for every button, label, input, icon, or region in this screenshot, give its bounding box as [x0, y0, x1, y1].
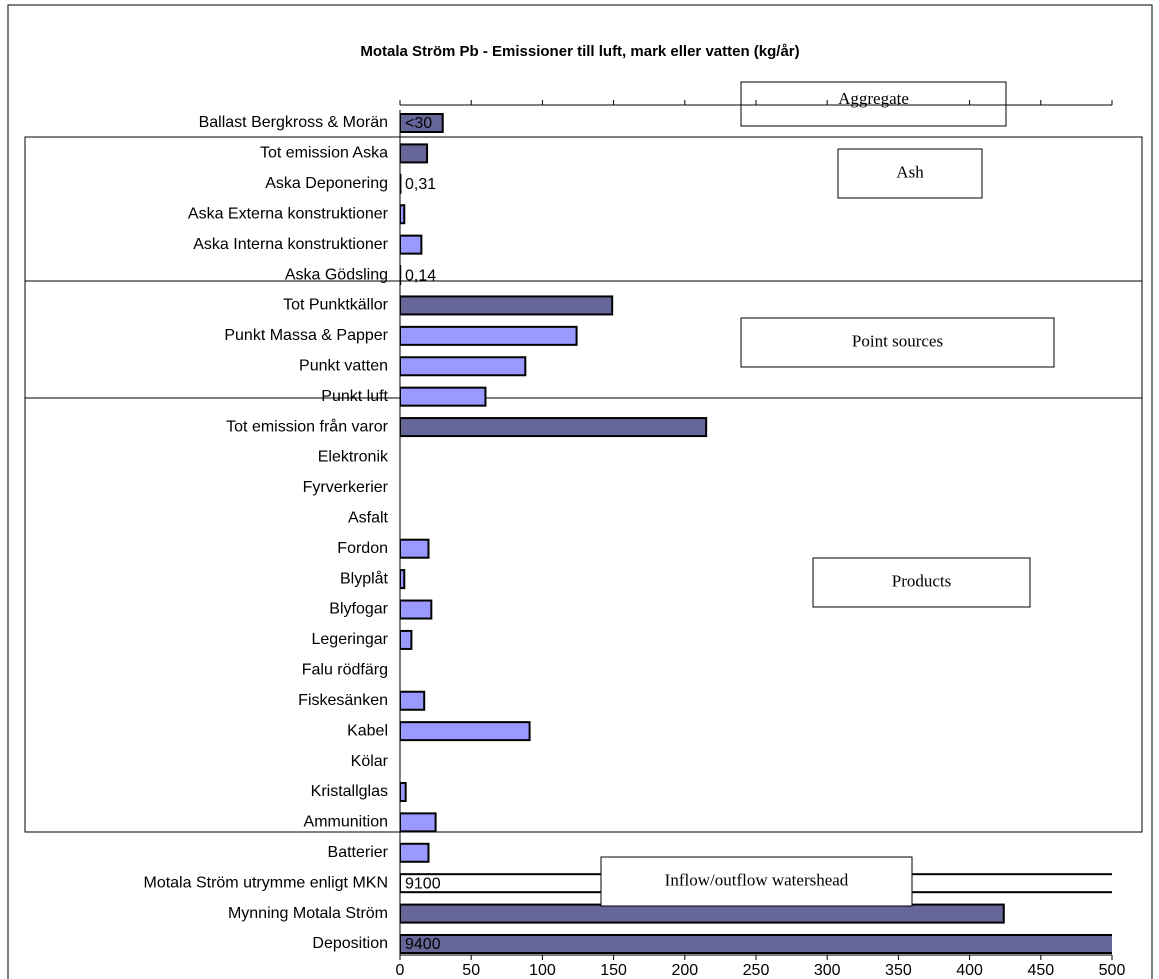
bar: [400, 417, 708, 438]
annotation-box: [600, 856, 913, 907]
bar: [400, 690, 426, 711]
y-tick-label: Tot emission från varor: [226, 417, 389, 435]
annotation: Aggregate: [838, 89, 909, 108]
y-tick-label: Blyfogar: [329, 601, 388, 618]
y-tick-label: Fyrverkerier: [303, 479, 389, 496]
y-tick-label: Tot emission Aska: [260, 145, 388, 162]
x-tick-label: 50: [462, 962, 480, 979]
x-tick-label: 450: [1027, 962, 1054, 979]
bar: [400, 934, 1112, 954]
y-tick-label: Punkt luft: [321, 388, 388, 405]
x-tick-label: 350: [885, 962, 912, 979]
annotation: Products: [892, 571, 952, 590]
value-label: 9100: [405, 875, 441, 892]
annotation-box: [740, 81, 1007, 127]
x-tick-label: 250: [743, 962, 770, 979]
y-tick-label: Kristallglas: [311, 783, 388, 800]
bar: [400, 386, 487, 407]
annotation: Inflow/outflow watershead: [665, 870, 849, 889]
x-tick-label: 300: [814, 962, 841, 979]
y-tick-label: Motala Ström utrymme enligt MKN: [143, 874, 388, 891]
y-tick-label: Batterier: [328, 844, 389, 861]
y-tick-label: Legeringar: [312, 631, 389, 648]
annotation-box: [837, 148, 983, 199]
y-tick-label: Falu rödfärg: [302, 662, 388, 679]
bar: [400, 538, 430, 559]
chart-title: Motala Ström Pb - Emissioner till luft, …: [360, 43, 799, 60]
bar: [400, 234, 423, 255]
y-tick-label: Aska Externa konstruktioner: [188, 205, 389, 222]
bar: [400, 721, 531, 742]
bar: [400, 842, 430, 863]
y-tick-label: Tot Punktkällor: [283, 297, 389, 314]
bar: [400, 629, 413, 650]
y-tick-label: Fiskesänken: [298, 692, 388, 709]
value-label: 0,14: [405, 267, 436, 284]
x-tick-label: 200: [671, 962, 698, 979]
y-tick-label: Aska Interna konstruktioner: [193, 236, 388, 253]
y-tick-label: Fordon: [337, 540, 388, 557]
y-tick-label: Blyplåt: [340, 569, 389, 587]
y-tick-label: Elektronik: [318, 449, 389, 466]
annotation: Ash: [896, 162, 924, 181]
value-label: <30: [405, 115, 432, 132]
x-tick-label: 100: [529, 962, 556, 979]
x-tick-label: 0: [396, 962, 405, 979]
bar: [400, 903, 1005, 924]
group-box: [24, 397, 1143, 833]
y-tick-label: Mynning Motala Ström: [228, 905, 388, 922]
annotation-box: [812, 557, 1031, 608]
y-tick-label: Kabel: [347, 722, 388, 739]
value-label: 0,31: [405, 176, 436, 193]
bar: [400, 599, 433, 620]
bar: [400, 325, 578, 346]
y-tick-label: Deposition: [312, 935, 388, 952]
bar: [400, 356, 527, 377]
y-tick-label: Kölar: [351, 753, 389, 770]
y-tick-label: Asfalt: [348, 510, 389, 527]
x-tick-label: 400: [956, 962, 983, 979]
y-tick-label: Aska Gödsling: [285, 266, 388, 283]
annotation: Point sources: [852, 331, 943, 350]
y-tick-label: Aska Deponering: [265, 175, 388, 192]
annotation-box: [740, 317, 1055, 368]
bar: [400, 113, 444, 133]
value-label: 9400: [405, 936, 441, 953]
bar: [400, 204, 406, 225]
bar: [400, 143, 429, 164]
bar: [400, 812, 437, 833]
bar: [400, 781, 407, 802]
bar: [400, 295, 614, 316]
bar: [400, 569, 406, 590]
y-tick-label: Punkt Massa & Papper: [224, 327, 388, 344]
x-tick-label: 150: [600, 962, 627, 979]
y-tick-label: Ballast Bergkross & Morän: [199, 114, 388, 131]
x-tick-label: 500: [1099, 962, 1126, 979]
y-tick-label: Ammunition: [304, 814, 388, 831]
y-tick-label: Punkt vatten: [299, 357, 388, 374]
